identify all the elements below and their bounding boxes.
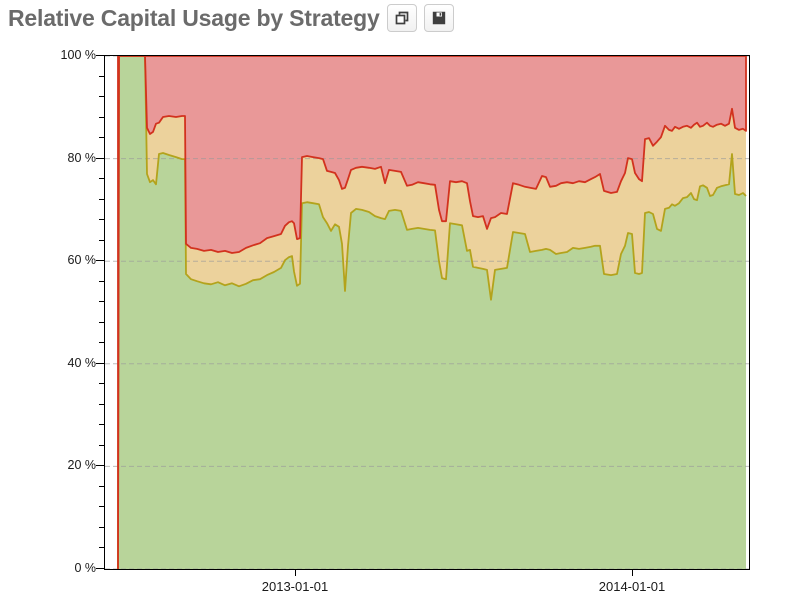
y-minor-tick (99, 219, 104, 221)
y-minor-tick (99, 424, 104, 426)
y-minor-tick (99, 178, 104, 180)
y-minor-tick (99, 280, 104, 282)
y-minor-tick (99, 526, 104, 528)
y-minor-tick (99, 75, 104, 77)
y-tick-label: 100 % (60, 48, 96, 62)
y-minor-tick (99, 198, 104, 200)
y-minor-tick (99, 96, 104, 98)
y-major-tick (96, 362, 104, 364)
y-minor-tick (99, 444, 104, 446)
y-major-tick (96, 568, 104, 569)
plot-area (104, 55, 750, 570)
popout-button[interactable] (386, 4, 417, 32)
y-minor-tick (99, 506, 104, 508)
y-tick-label: 60 % (67, 253, 97, 268)
x-tick-label: 2013-01-01 (261, 579, 329, 594)
save-button[interactable] (423, 4, 454, 32)
page-title: Relative Capital Usage by Strategy (8, 4, 380, 31)
y-tick-label: 40 % (67, 355, 97, 370)
y-tick-label: 80 % (67, 150, 97, 165)
y-minor-tick (99, 485, 104, 487)
restore-window-icon (394, 10, 410, 26)
y-minor-tick (99, 403, 104, 405)
y-minor-tick (99, 116, 104, 118)
y-minor-tick (99, 301, 104, 303)
y-tick-label: 20 % (67, 458, 97, 473)
stacked-area-chart (105, 56, 749, 569)
y-minor-tick (99, 383, 104, 385)
y-minor-tick (99, 547, 104, 549)
x-major-tick (295, 569, 296, 576)
title-row: Relative Capital Usage by Strategy (8, 4, 454, 32)
y-major-tick (96, 260, 104, 262)
save-icon (431, 10, 447, 26)
y-minor-tick (99, 239, 104, 241)
y-major-tick (96, 55, 104, 56)
y-minor-tick (99, 137, 104, 139)
y-minor-tick (99, 342, 104, 344)
y-major-tick (96, 465, 104, 467)
y-major-tick (96, 157, 104, 159)
y-minor-tick (99, 321, 104, 323)
x-major-tick (632, 569, 633, 576)
y-tick-label: 0 % (74, 561, 96, 575)
x-tick-label: 2014-01-01 (598, 579, 666, 594)
